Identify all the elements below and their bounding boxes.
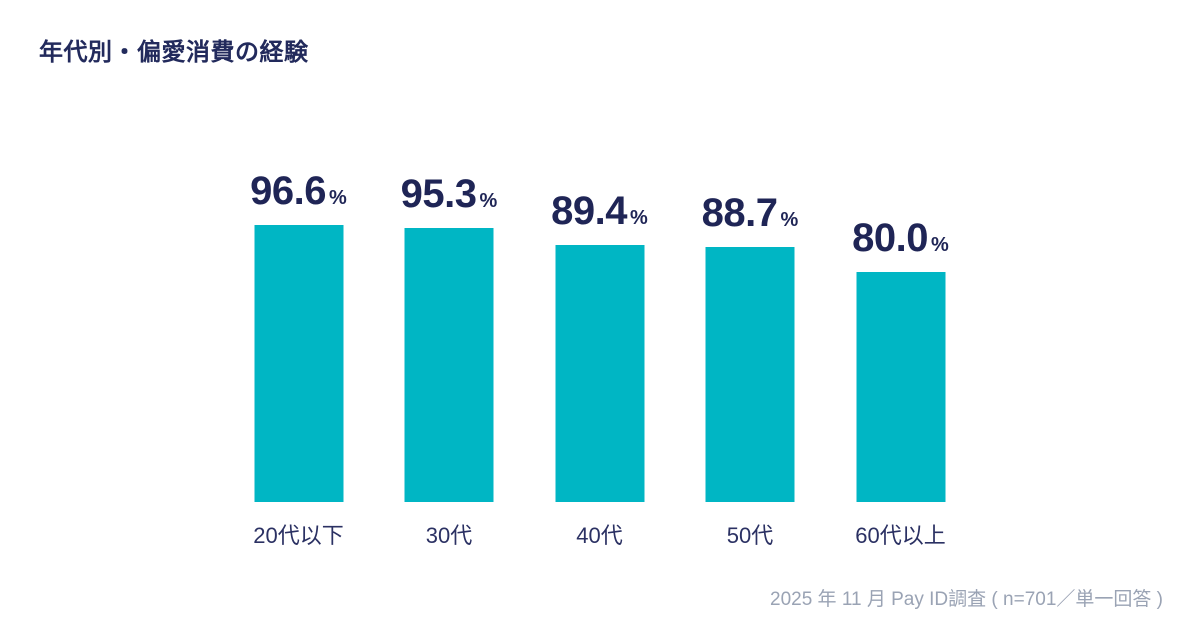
bar [705, 247, 795, 502]
bar-group: 89.4% 40代 [525, 0, 675, 630]
bar [555, 245, 644, 502]
bar [404, 228, 494, 502]
bar-value-label: 89.4% [525, 191, 675, 231]
bar-value-unit: % [329, 187, 347, 209]
bar-category-label: 40代 [576, 523, 623, 548]
bar-value-number: 89.4 [551, 189, 628, 233]
bar-value-number: 80.0 [852, 216, 929, 260]
bar-group: 96.6% 20代以下 [224, 0, 374, 630]
bar-category-label: 30代 [425, 523, 473, 548]
bar-value-label: 96.6% [224, 171, 374, 211]
bar-group: 80.0% 60代以上 [826, 0, 976, 630]
bar-category-label: 60代以上 [855, 523, 946, 548]
chart-title: 年代別・偏愛消費の経験 [39, 39, 309, 66]
bar-value-label: 88.7% [675, 193, 825, 233]
bar-value-unit: % [479, 190, 498, 212]
bar-group: 88.7% 50代 [675, 0, 825, 630]
bar-value-label: 80.0% [826, 218, 976, 258]
bar-value-unit: % [931, 234, 949, 256]
bar-category-label: 20代以下 [253, 523, 344, 548]
bar-value-number: 95.3 [400, 172, 477, 216]
bar [856, 272, 945, 502]
source-note: 2025 年 11 月 Pay ID調査 ( n=701／単一回答 ) [770, 589, 1163, 610]
bar-value-number: 88.7 [701, 191, 778, 235]
bar [254, 225, 343, 502]
bar-category-label: 50代 [726, 523, 774, 548]
bar-value-label: 95.3% [374, 174, 524, 214]
bar-group: 95.3% 30代 [374, 0, 524, 630]
bar-value-unit: % [780, 209, 799, 231]
bar-value-unit: % [630, 207, 648, 229]
bar-value-number: 96.6 [250, 169, 327, 213]
